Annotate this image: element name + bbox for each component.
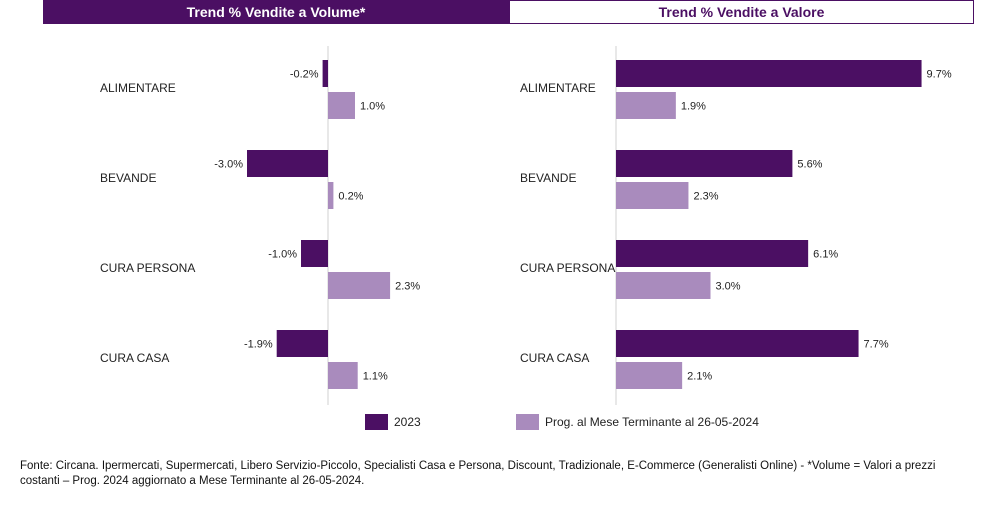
value-data-label: 5.6% — [797, 159, 822, 171]
volume-data-label: 2.3% — [395, 281, 420, 293]
legend-label-2023: 2023 — [394, 415, 421, 429]
volume-bar-prog — [328, 182, 334, 209]
volume-category-label: ALIMENTARE — [100, 81, 176, 95]
value-data-label: 7.7% — [864, 339, 889, 351]
volume-data-label: -0.2% — [290, 69, 319, 81]
value-category-label: CURA CASA — [520, 351, 589, 365]
value-category-label: BEVANDE — [520, 171, 576, 185]
value-data-label: 3.0% — [716, 281, 741, 293]
value-category-label: ALIMENTARE — [520, 81, 596, 95]
volume-category-label: BEVANDE — [100, 171, 156, 185]
legend-item-2023: 2023 — [365, 414, 421, 430]
source-footnote: Fonte: Circana. Ipermercati, Supermercat… — [20, 460, 936, 487]
volume-category-label: CURA CASA — [100, 351, 169, 365]
volume-bar-2023 — [322, 60, 328, 87]
value-bar-2023 — [616, 240, 809, 267]
volume-data-label: -3.0% — [214, 159, 243, 171]
volume-data-label: -1.9% — [244, 339, 273, 351]
value-bar-2023 — [616, 330, 859, 357]
value-bar-2023 — [616, 60, 922, 87]
value-bar-2023 — [616, 150, 793, 177]
volume-data-label: 1.0% — [360, 101, 385, 113]
volume-bar-2023 — [276, 330, 328, 357]
value-data-label: 2.1% — [687, 371, 712, 383]
value-chart-header: Trend % Vendite a Valore — [509, 0, 974, 24]
volume-category-label: CURA PERSONA — [100, 261, 195, 275]
legend-swatch-2023 — [365, 414, 388, 430]
legend-label-prog: Prog. al Mese Terminante al 26-05-2024 — [545, 415, 759, 429]
value-bar-prog — [616, 362, 683, 389]
volume-bar-prog — [328, 362, 358, 389]
volume-bar-prog — [328, 92, 355, 119]
value-bar-prog — [616, 92, 676, 119]
value-data-label: 1.9% — [681, 101, 706, 113]
legend-item-prog: Prog. al Mese Terminante al 26-05-2024 — [516, 414, 759, 430]
value-bar-prog — [616, 182, 689, 209]
value-data-label: 9.7% — [927, 69, 952, 81]
volume-bar-2023 — [247, 150, 328, 177]
value-data-label: 2.3% — [693, 191, 718, 203]
value-bar-prog — [616, 272, 711, 299]
volume-bar-2023 — [301, 240, 328, 267]
volume-data-label: 0.2% — [338, 191, 363, 203]
volume-bar-prog — [328, 272, 391, 299]
value-category-label: CURA PERSONA — [520, 261, 615, 275]
legend-swatch-prog — [516, 414, 539, 430]
volume-data-label: 1.1% — [363, 371, 388, 383]
value-data-label: 6.1% — [813, 249, 838, 261]
charts-plot-area: ALIMENTARE -0.2% 1.0% BEVANDE -3.0% 0.2% CURA … — [100, 46, 952, 405]
volume-data-label: -1.0% — [268, 249, 297, 261]
volume-chart-header: Trend % Vendite a Volume* — [43, 0, 509, 24]
